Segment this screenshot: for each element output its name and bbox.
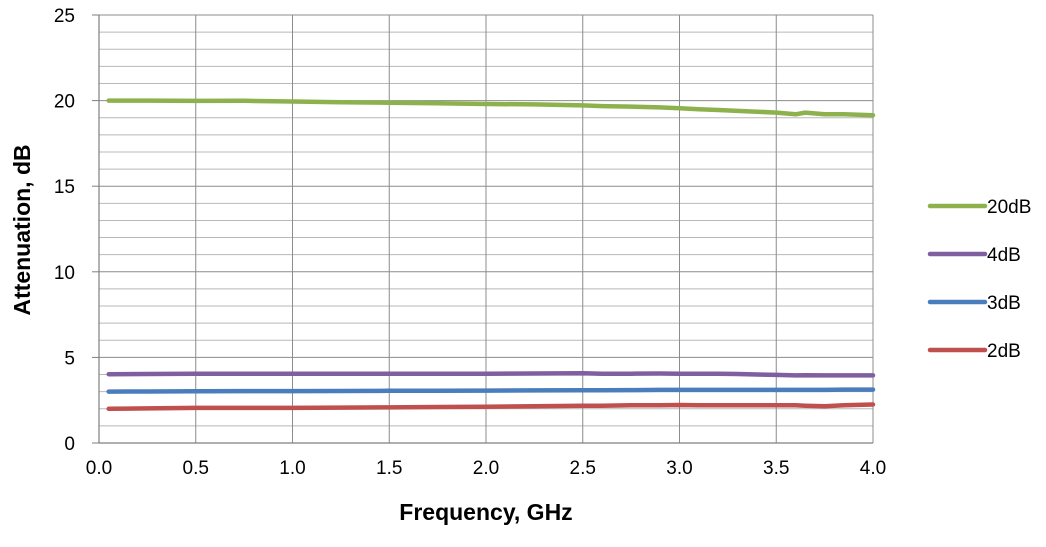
x-tick-label: 0.5 (183, 458, 209, 479)
x-tick-label: 1.5 (376, 458, 402, 479)
x-axis-title: Frequency, GHz (399, 499, 572, 525)
x-tick-label: 4.0 (860, 458, 886, 479)
legend-label: 4dB (987, 245, 1021, 266)
y-tick-label: 10 (54, 263, 75, 284)
series-line-3dB (106, 387, 876, 394)
legend-label: 3dB (987, 293, 1021, 314)
series-line-20dB (106, 98, 876, 118)
y-axis-title: Attenuation, dB (9, 144, 35, 315)
y-tick-labels: 0 5 10 15 20 25 (54, 6, 75, 455)
series-layer (106, 98, 876, 412)
series-line-2dB (106, 402, 876, 412)
legend-label: 20dB (987, 197, 1031, 218)
y-tick-label: 20 (54, 92, 75, 113)
x-tick-label: 2.5 (570, 458, 596, 479)
x-tick-label: 3.5 (763, 458, 789, 479)
y-tick-label: 15 (54, 177, 75, 198)
series-line-4dB (106, 370, 876, 378)
x-tick-label: 0.0 (86, 458, 112, 479)
x-tick-label: 3.0 (666, 458, 692, 479)
x-tick-label: 1.0 (279, 458, 305, 479)
y-tick-label: 5 (64, 348, 75, 369)
y-tick-label: 0 (64, 434, 75, 455)
grid-layer (92, 14, 874, 444)
legend: 20dB 4dB 3dB 2dB (927, 197, 1031, 362)
x-tick-label: 2.0 (473, 458, 499, 479)
y-tick-label: 25 (54, 6, 75, 27)
legend-label: 2dB (987, 341, 1021, 362)
x-tick-labels: 0.0 0.5 1.0 1.5 2.0 2.5 3.0 3.5 4.0 (86, 458, 886, 479)
